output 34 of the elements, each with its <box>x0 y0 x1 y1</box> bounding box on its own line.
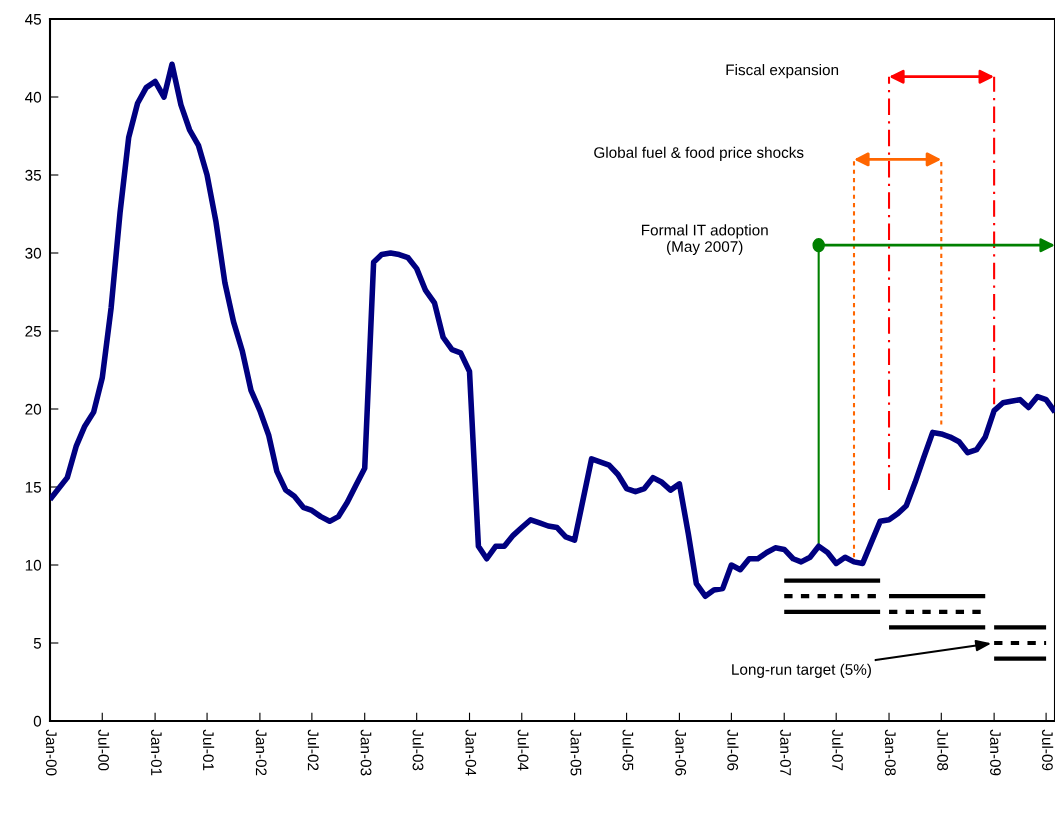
x-tick-label: Jul-04 <box>517 729 529 771</box>
x-tick-label: Jul-07 <box>832 729 844 771</box>
x-tick-label: Jan-02 <box>255 729 267 776</box>
y-tick-label: 20 <box>25 403 42 415</box>
x-tick-label: Jul-00 <box>98 729 110 771</box>
annotation: Global fuel & food price shocks <box>594 146 804 161</box>
x-tick-label: Jan-06 <box>675 729 687 776</box>
x-tick-label: Jul-06 <box>727 729 739 771</box>
y-tick-label: 0 <box>33 715 42 727</box>
x-tick-label: Jan-03 <box>360 729 372 776</box>
x-tick-label: Jan-08 <box>884 729 896 776</box>
y-tick-label: 40 <box>25 91 42 103</box>
x-tick-label: Jul-08 <box>937 729 949 771</box>
x-tick-label: Jul-09 <box>1042 729 1054 771</box>
x-tick-label: Jul-05 <box>622 729 634 771</box>
x-tick-label: Jan-05 <box>570 729 582 776</box>
x-tick-label: Jan-09 <box>990 729 1001 776</box>
annotation: Formal IT adoption (May 2007) <box>641 224 768 255</box>
y-tick-label: 35 <box>25 169 42 181</box>
x-tick-label: Jan-07 <box>780 729 791 776</box>
y-tick-label: 10 <box>25 559 42 571</box>
x-tick-label: Jul-02 <box>307 729 319 771</box>
y-tick-label: 45 <box>25 14 42 25</box>
annotation: Fiscal expansion <box>726 64 839 79</box>
y-tick-label: 15 <box>25 482 42 493</box>
y-tick-label: 30 <box>25 247 42 259</box>
x-tick-label: Jan-04 <box>465 729 477 776</box>
annotation: Long-run target (5%) <box>732 663 871 678</box>
y-tick-label: 5 <box>33 638 42 649</box>
x-tick-label: Jul-01 <box>202 729 215 771</box>
y-tick-label: 25 <box>25 325 42 337</box>
x-tick-label: Jul-03 <box>412 729 424 771</box>
x-tick-label: Jan-00 <box>45 729 57 776</box>
x-tick-label: Jan-01 <box>150 729 162 776</box>
